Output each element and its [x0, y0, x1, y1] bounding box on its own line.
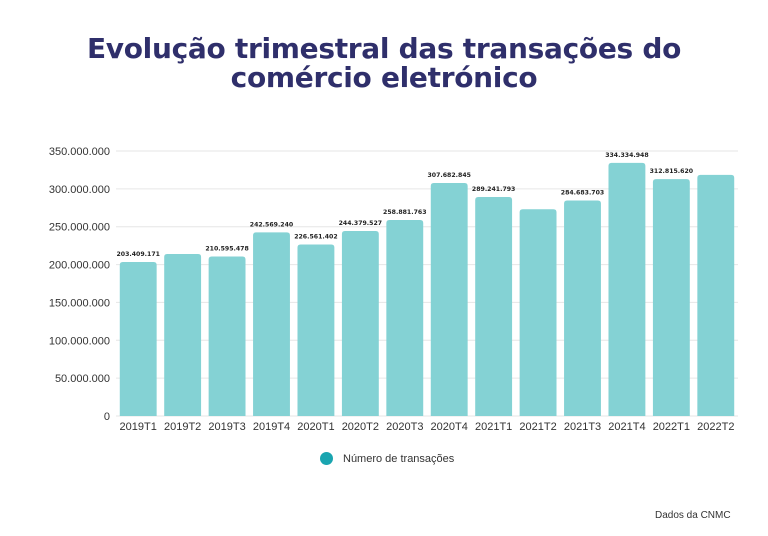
bar	[475, 197, 513, 416]
bar	[341, 230, 379, 416]
x-tick-label: 2019T1	[120, 421, 157, 433]
bar	[297, 244, 335, 416]
x-tick-label: 2020T1	[297, 421, 334, 433]
data-label: 210.595.478	[205, 246, 248, 253]
y-tick-label: 250.000.000	[49, 222, 110, 234]
bar	[119, 261, 157, 416]
data-label: 242.569.240	[250, 221, 294, 228]
data-label: 258.881.763	[383, 209, 426, 216]
x-tick-label: 2019T3	[208, 421, 245, 433]
data-label: 312.815.620	[650, 168, 694, 175]
x-tick-label: 2022T2	[697, 421, 734, 433]
y-tick-label: 100.000.000	[49, 335, 110, 347]
y-tick-label: 200.000.000	[49, 260, 110, 272]
bar	[164, 253, 202, 416]
bar	[652, 179, 690, 416]
legend-swatch	[320, 452, 333, 465]
y-tick-label: 50.000.000	[55, 373, 110, 385]
data-label: 307.682.845	[427, 172, 470, 179]
bar	[253, 232, 290, 416]
bar	[519, 209, 557, 416]
data-label: 226.561.402	[294, 233, 337, 240]
x-tick-label: 2020T4	[431, 421, 468, 433]
chart-title-line-1: Evolução trimestral das transações do	[86, 32, 682, 65]
x-tick-label: 2022T1	[653, 421, 690, 433]
x-tick-label: 2019T2	[164, 421, 201, 433]
bar	[697, 174, 735, 416]
x-tick-label: 2020T2	[342, 421, 379, 433]
chart-title-line-2: comércio eletrónico	[230, 61, 538, 94]
x-tick-label: 2021T3	[564, 421, 601, 433]
bar	[386, 219, 424, 416]
data-label: 284.683.703	[561, 189, 604, 196]
bar	[430, 183, 468, 416]
data-label: 289.241.793	[472, 186, 515, 193]
y-tick-label: 150.000.000	[49, 297, 110, 309]
legend-label: Número de transações	[343, 452, 455, 465]
y-tick-label: 350.000.000	[49, 146, 110, 158]
x-tick-label: 2021T1	[475, 421, 512, 433]
bar	[208, 256, 246, 416]
x-tick-label: 2020T3	[386, 421, 423, 433]
data-label: 334.334.948	[605, 152, 648, 159]
x-tick-label: 2021T2	[519, 421, 556, 433]
chart-title: Evolução trimestral das transações do co…	[0, 34, 768, 92]
x-tick-label: 2019T4	[253, 421, 290, 433]
data-label: 244.379.527	[339, 220, 382, 227]
bar	[564, 200, 601, 416]
x-tick-label: 2021T4	[608, 421, 645, 433]
y-tick-label: 0	[104, 411, 110, 423]
data-label: 203.409.171	[116, 251, 159, 258]
source-note: Dados da CNMC	[655, 510, 731, 521]
y-tick-label: 300.000.000	[49, 184, 110, 196]
legend: Número de transações	[320, 452, 454, 465]
bar	[608, 162, 646, 416]
